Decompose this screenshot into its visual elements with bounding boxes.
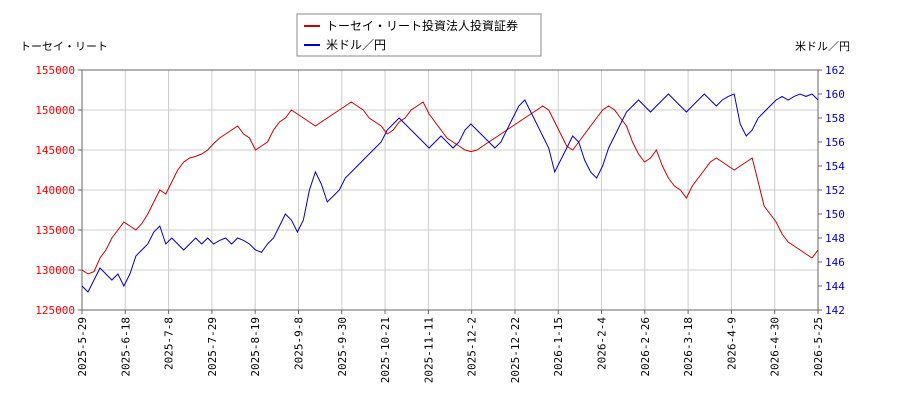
x-tick-label-4: 2025-8-19 xyxy=(249,317,262,377)
right-axis: 142 144 146 148 150 152 154 156 158 160 162 xyxy=(818,64,845,317)
x-tick-label-13: 2026-2-26 xyxy=(639,317,652,377)
right-tick-label-4: 150 xyxy=(825,208,845,221)
series-layer xyxy=(81,93,819,293)
x-tick-label-14: 2026-3-18 xyxy=(682,317,695,377)
x-tick-label-11: 2026-1-15 xyxy=(552,317,565,377)
left-tick-label-3: 140000 xyxy=(35,184,75,197)
left-axis: 125000 130000 135000 140000 145000 150000 1550… xyxy=(35,64,82,317)
right-tick-label-3: 148 xyxy=(825,232,845,245)
right-tick-label-0: 142 xyxy=(825,304,845,317)
x-tick-label-1: 2025-6-18 xyxy=(119,317,132,377)
left-axis-label: トーセイ・リート xyxy=(20,40,108,53)
legend-box xyxy=(296,13,542,57)
series-line-1 xyxy=(81,93,819,293)
x-axis: 2025-5-29 2025-6-18 2025-7-8 2025-7-29 2025-… xyxy=(76,310,825,383)
left-tick-label-2: 135000 xyxy=(35,224,75,237)
x-tick-label-16: 2026-4-30 xyxy=(769,317,782,377)
x-tick-label-5: 2025-9-8 xyxy=(292,317,305,370)
right-tick-label-5: 152 xyxy=(825,184,845,197)
x-tick-label-6: 2025-9-30 xyxy=(336,317,349,377)
x-tick-label-7: 2025-10-21 xyxy=(379,317,392,383)
x-tick-label-0: 2025-5-29 xyxy=(76,317,89,377)
grid xyxy=(81,69,819,311)
left-tick-label-0: 125000 xyxy=(35,304,75,317)
legend-entry-1: 米ドル／円 xyxy=(326,38,386,52)
left-tick-label-5: 150000 xyxy=(35,104,75,117)
legend-entry-0: トーセイ・リート投資法人投資証券 xyxy=(326,18,518,33)
right-tick-label-6: 154 xyxy=(825,160,845,173)
left-tick-label-6: 155000 xyxy=(35,64,75,77)
legend: トーセイ・リート投資法人投資証券 米ドル／円 xyxy=(296,13,542,57)
right-tick-label-8: 158 xyxy=(825,112,845,125)
right-axis-label: 米ドル／円 xyxy=(795,40,850,53)
x-tick-label-17: 2026-5-25 xyxy=(812,317,825,377)
right-tick-label-1: 144 xyxy=(825,280,845,293)
right-tick-label-2: 146 xyxy=(825,256,845,269)
x-tick-label-10: 2025-12-22 xyxy=(509,317,522,383)
x-tick-label-12: 2026-2-4 xyxy=(596,317,609,370)
x-tick-label-8: 2025-11-11 xyxy=(422,317,435,383)
x-tick-label-3: 2025-7-29 xyxy=(206,317,219,377)
series-line-0 xyxy=(81,101,819,275)
right-tick-label-7: 156 xyxy=(825,136,845,149)
x-tick-label-9: 2025-12-2 xyxy=(466,317,479,377)
right-tick-label-9: 160 xyxy=(825,88,845,101)
right-tick-label-10: 162 xyxy=(825,64,845,77)
left-tick-label-4: 145000 xyxy=(35,144,75,157)
x-tick-label-15: 2026-4-9 xyxy=(725,317,738,370)
x-tick-label-2: 2025-7-8 xyxy=(163,317,176,370)
left-tick-label-1: 130000 xyxy=(35,264,75,277)
